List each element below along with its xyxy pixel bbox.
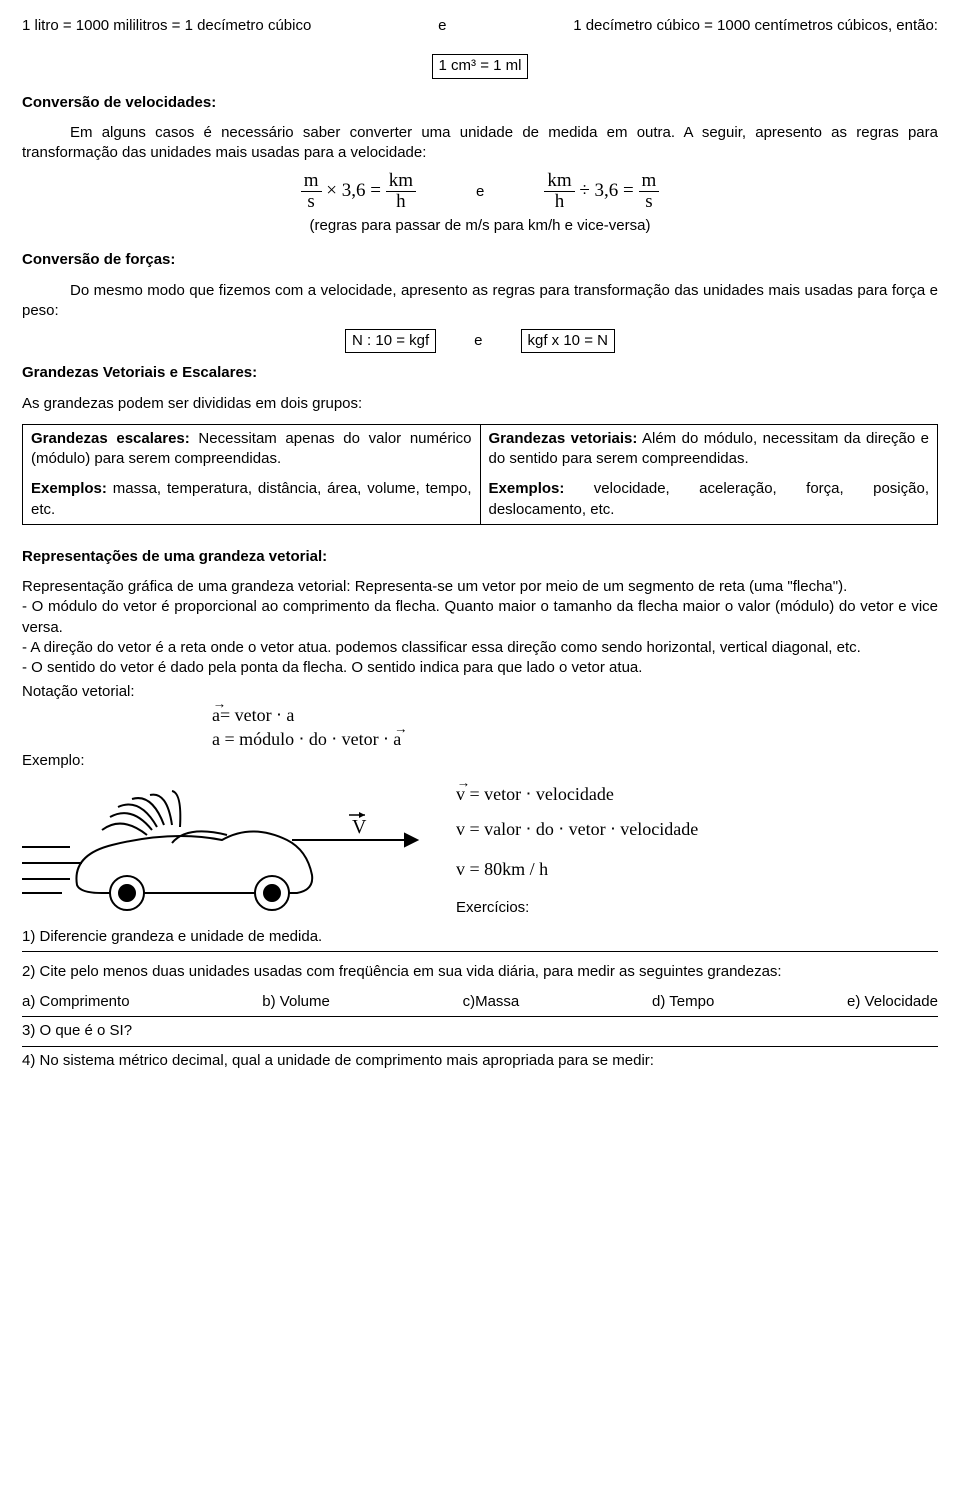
repr-p2: - O módulo do vetor é proporcional ao co…	[22, 597, 938, 638]
notacao-line2: a = módulo ⋅ do ⋅ vetor ⋅ →a	[212, 727, 938, 751]
q1-line	[22, 951, 938, 952]
formula-left: ms × 3,6 = kmh	[301, 171, 416, 212]
formula-right: kmh ÷ 3,6 = ms	[544, 171, 659, 212]
cell-vetoriais: Grandezas vetoriais: Além do módulo, nec…	[480, 424, 938, 524]
para-velocidades: Em alguns casos é necessário saber conve…	[22, 123, 938, 164]
intro-line: 1 litro = 1000 mililitros = 1 decímetro …	[22, 16, 938, 36]
v-arrow-label: V	[352, 816, 367, 838]
box-cm3: 1 cm³ = 1 ml	[22, 54, 938, 78]
car-l2: v = valor ⋅ do ⋅ vetor ⋅ velocidade	[456, 812, 698, 846]
box-cm3-text: 1 cm³ = 1 ml	[432, 54, 529, 78]
car-formulas: →v = vetor ⋅ velocidade v = valor ⋅ do ⋅…	[456, 777, 698, 922]
notacao-label: Notação vetorial:	[22, 683, 135, 700]
q2-options: a) Comprimento b) Volume c)Massa d) Temp…	[22, 992, 938, 1012]
heading-velocidades: Conversão de velocidades:	[22, 93, 938, 113]
car-l4: Exercícios:	[456, 894, 698, 923]
q3: 3) O que é o SI?	[22, 1021, 938, 1041]
force-box-a: N : 10 = kgf	[345, 329, 436, 353]
force-mid: e	[474, 331, 482, 351]
cell-escalares: Grandezas escalares: Necessitam apenas d…	[23, 424, 481, 524]
formula-force: N : 10 = kgf e kgf x 10 = N	[22, 329, 938, 353]
repr-p3: - A direção do vetor é a reta onde o vet…	[22, 638, 938, 658]
q4: 4) No sistema métrico decimal, qual a un…	[22, 1051, 938, 1071]
regras-note: (regras para passar de m/s para km/h e v…	[22, 216, 938, 236]
intro-left: 1 litro = 1000 mililitros = 1 decímetro …	[22, 16, 311, 36]
intro-mid: e	[438, 16, 446, 36]
q2-a: a) Comprimento	[22, 992, 130, 1012]
q1: 1) Diferencie grandeza e unidade de medi…	[22, 927, 938, 947]
repr-p4: - O sentido do vetor é dado pela ponta d…	[22, 658, 938, 678]
car-example: V →v = vetor ⋅ velocidade v = valor ⋅ do…	[22, 777, 938, 922]
repr-p1: Representação gráfica de uma grandeza ve…	[22, 577, 938, 597]
notacao-row: Notação vetorial:	[22, 682, 938, 702]
car-l1: →v = vetor ⋅ velocidade	[456, 777, 698, 811]
exemplo-label: Exemplo:	[22, 751, 938, 771]
formula-velocity: ms × 3,6 = kmh e kmh ÷ 3,6 = ms	[22, 171, 938, 212]
car-l3: v = 80km / h	[456, 852, 698, 886]
q3-line	[22, 1046, 938, 1047]
heading-grandezas: Grandezas Vetoriais e Escalares:	[22, 363, 938, 383]
formula-mid: e	[476, 182, 484, 202]
force-box-b: kgf x 10 = N	[521, 329, 615, 353]
intro-right: 1 decímetro cúbico = 1000 centímetros cú…	[573, 16, 938, 36]
q2-line	[22, 1016, 938, 1017]
heading-forcas: Conversão de forças:	[22, 250, 938, 270]
heading-representacoes: Representações de uma grandeza vetorial:	[22, 547, 938, 567]
para-grandezas: As grandezas podem ser divididas em dois…	[22, 394, 938, 414]
q2-c: c)Massa	[463, 992, 520, 1012]
q2-d: d) Tempo	[652, 992, 714, 1012]
notacao-line1: →a= vetor ⋅ a	[212, 703, 938, 727]
grandezas-table: Grandezas escalares: Necessitam apenas d…	[22, 424, 938, 525]
q2-e: e) Velocidade	[847, 992, 938, 1012]
car-icon: V	[22, 785, 432, 915]
q2-b: b) Volume	[262, 992, 330, 1012]
q2: 2) Cite pelo menos duas unidades usadas …	[22, 962, 938, 982]
para-forcas: Do mesmo modo que fizemos com a velocida…	[22, 281, 938, 322]
